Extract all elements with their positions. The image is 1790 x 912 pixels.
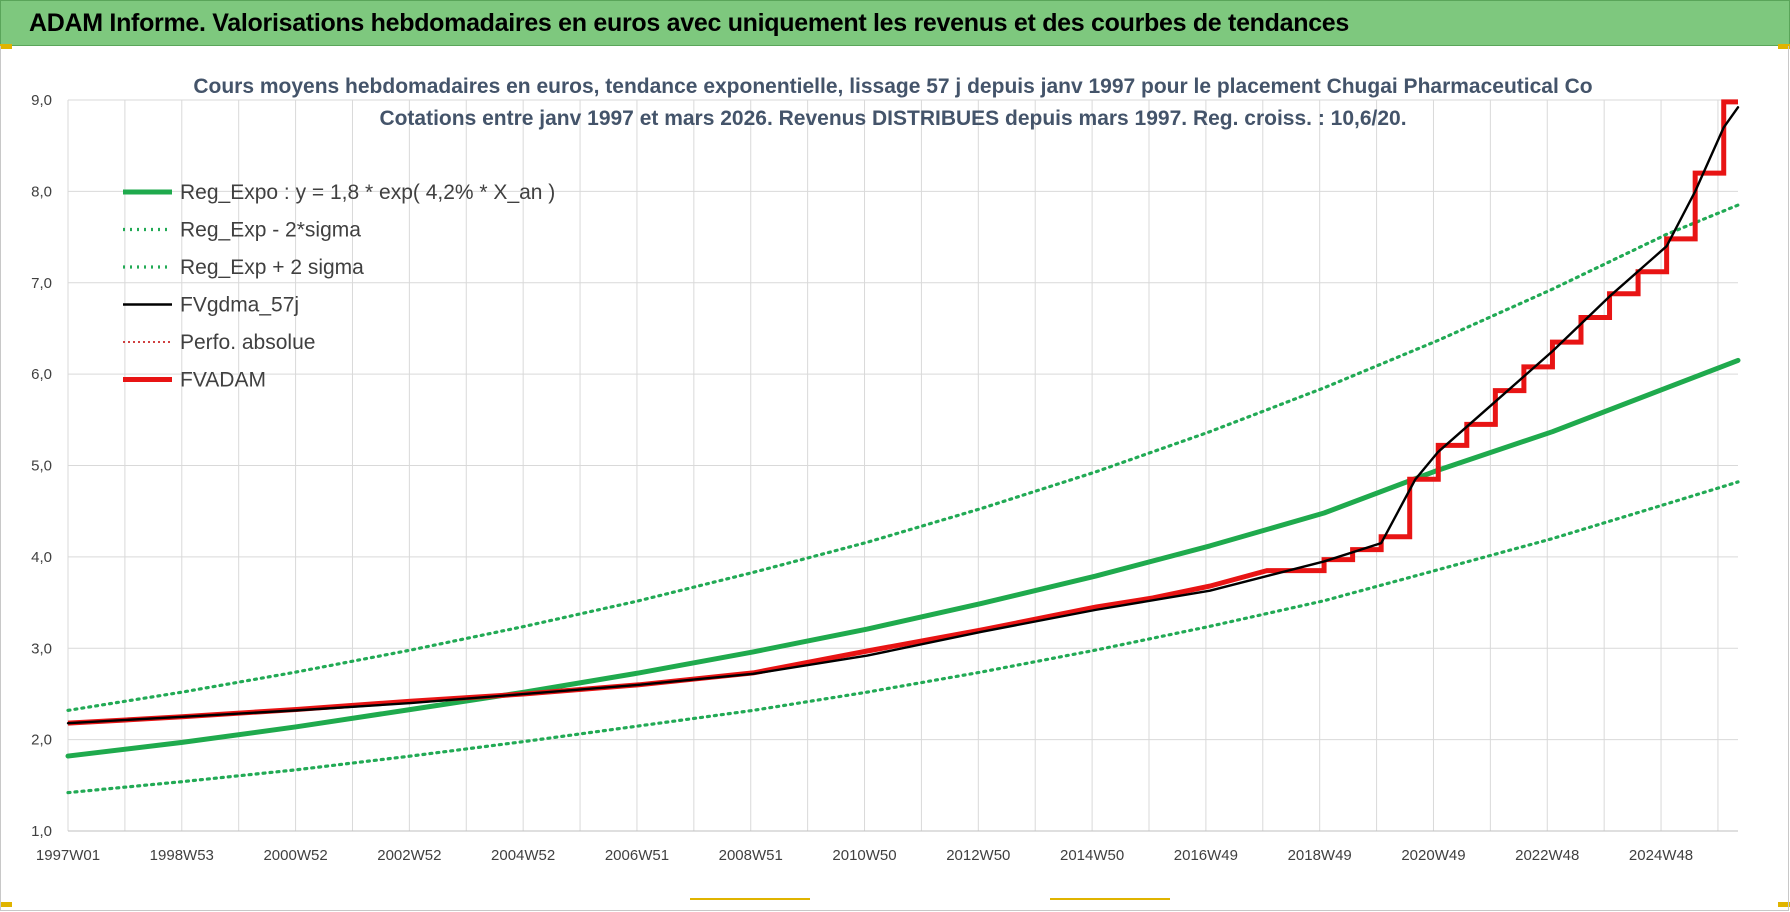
series-line-fvadam	[67, 99, 1738, 726]
x-tick-label: 2010W50	[832, 847, 896, 864]
chart-subtitle: Cotations entre janv 1997 et mars 2026. …	[379, 107, 1406, 130]
x-tick-label: 2016W49	[1174, 847, 1238, 864]
x-tick-label: 2002W52	[377, 847, 441, 864]
x-axis-ticks: 1997W01 1998W53 2000W52 2002W52 2004W52 2006W…	[36, 847, 1693, 864]
x-tick-label: 1997W01	[36, 847, 100, 864]
corner-mark-top-left	[0, 44, 12, 49]
series-layer	[65, 99, 1741, 795]
legend: Reg_Expo : y = 1,8 * exp( 4,2% * X_an ) R…	[123, 181, 555, 392]
y-tick-label: 7,0	[31, 275, 52, 292]
y-tick-label: 2,0	[31, 732, 52, 749]
corner-mark-bottom-right	[1778, 902, 1790, 907]
series-line-reg-exp-2-sigma	[66, 480, 1740, 795]
x-tick-label: 2020W49	[1401, 847, 1465, 864]
x-tick-label: 2006W51	[605, 847, 669, 864]
x-tick-label: 2014W50	[1060, 847, 1124, 864]
legend-label: Perfo. absolue	[180, 331, 315, 354]
grid	[67, 99, 1738, 832]
x-tick-label: 1998W53	[150, 847, 214, 864]
legend-label: FVgdma_57j	[180, 294, 299, 317]
legend-label: Reg_Exp + 2 sigma	[180, 256, 364, 279]
y-tick-label: 8,0	[31, 183, 52, 200]
x-tick-label: 2022W48	[1515, 847, 1579, 864]
y-tick-label: 3,0	[31, 640, 52, 657]
y-tick-label: 9,0	[31, 92, 52, 109]
x-tick-label: 2012W50	[946, 847, 1010, 864]
legend-label: Reg_Expo : y = 1,8 * exp( 4,2% * X_an )	[180, 181, 555, 204]
x-tick-label: 2004W52	[491, 847, 555, 864]
corner-mark-bottom-left	[0, 902, 12, 907]
y-tick-label: 5,0	[31, 458, 52, 475]
series-line-fvgdma-57j	[66, 106, 1740, 725]
x-tick-label: 2008W51	[719, 847, 783, 864]
report-title: ADAM Informe. Valorisations hebdomadaire…	[29, 9, 1350, 37]
bottom-accent-left	[690, 898, 810, 900]
series-line-reg-exp-2-sigma	[66, 203, 1740, 712]
report-header: ADAM Informe. Valorisations hebdomadaire…	[0, 0, 1790, 46]
chart-frame	[0, 46, 1789, 911]
y-tick-label: 1,0	[31, 823, 52, 840]
y-tick-label: 4,0	[31, 549, 52, 566]
bottom-accent-right	[1050, 898, 1170, 900]
legend-label: FVADAM	[180, 369, 266, 392]
series-line-reg-expo-y-1-8-exp-4-2-x-an	[65, 357, 1741, 759]
y-tick-label: 6,0	[31, 366, 52, 383]
x-tick-label: 2000W52	[263, 847, 327, 864]
corner-mark-top-right	[1778, 44, 1790, 49]
y-axis-ticks: 1,0 2,0 3,0 4,0 5,0 6,0 7,0 8,0 9,0	[31, 92, 52, 840]
x-tick-label: 2024W48	[1629, 847, 1693, 864]
legend-label: Reg_Exp - 2*sigma	[180, 219, 361, 242]
x-tick-label: 2018W49	[1288, 847, 1352, 864]
chart-title: Cours moyens hebdomadaires en euros, ten…	[193, 75, 1592, 98]
